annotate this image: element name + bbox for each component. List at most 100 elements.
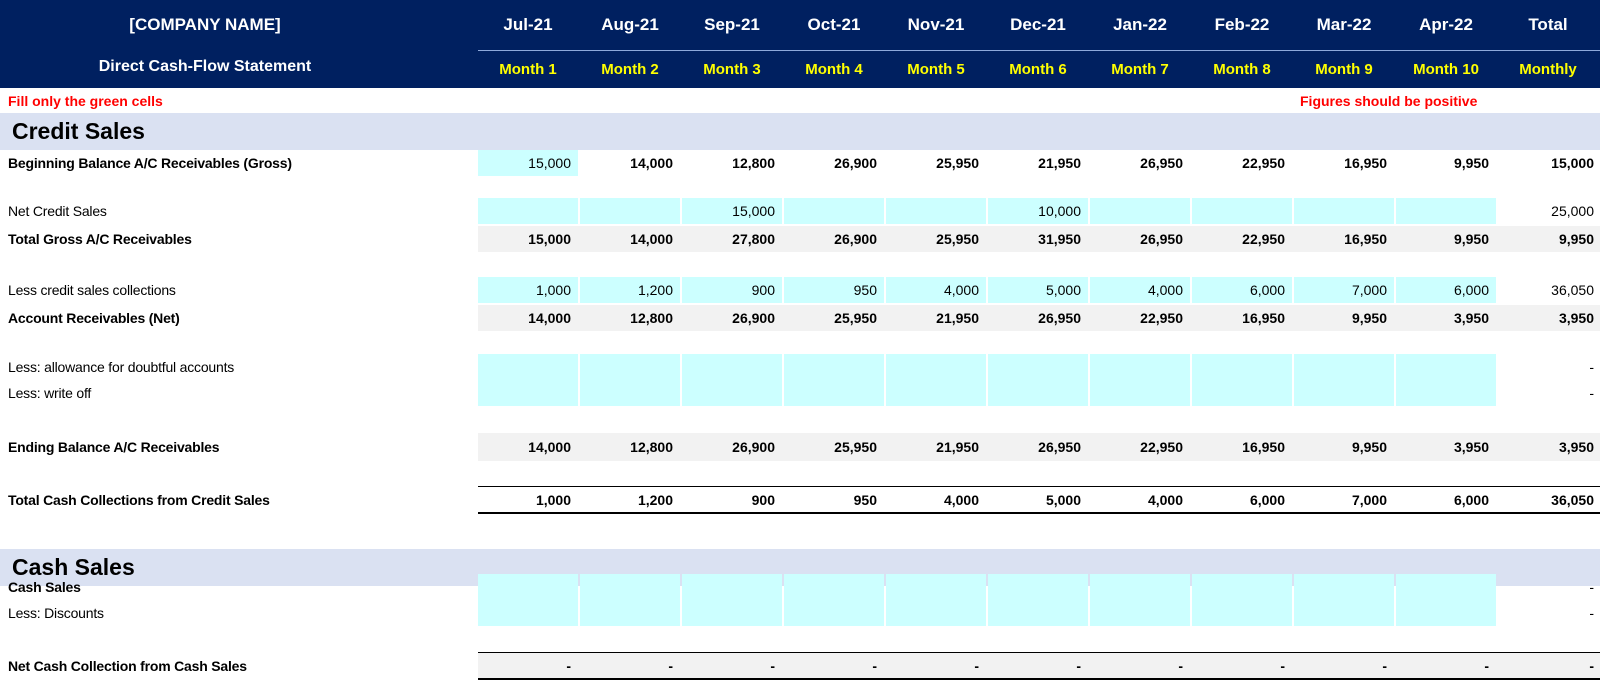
input-cell[interactable]: [1090, 354, 1190, 380]
input-cell[interactable]: [886, 600, 986, 626]
total-cell: 9,950: [1558, 231, 1594, 247]
total-cell: -: [1589, 605, 1594, 621]
value-cell: 21,950: [936, 310, 979, 326]
input-cell[interactable]: 1,200: [580, 277, 680, 303]
input-cell[interactable]: [682, 574, 782, 600]
month-number-label: Month 9: [1315, 60, 1373, 78]
value-cell: 9,950: [1453, 231, 1489, 247]
value-cell: 26,950: [1038, 439, 1081, 455]
value-cell: 16,950: [1242, 310, 1285, 326]
input-cell[interactable]: [1396, 600, 1496, 626]
input-cell[interactable]: [1192, 354, 1292, 380]
input-cell[interactable]: [1192, 380, 1292, 406]
input-cell[interactable]: 15,000: [478, 150, 578, 176]
input-cell[interactable]: [1294, 380, 1394, 406]
cash-sales-title: Cash Sales: [12, 554, 135, 580]
input-cell[interactable]: [784, 198, 884, 224]
input-cell[interactable]: [580, 380, 680, 406]
input-cell[interactable]: [784, 354, 884, 380]
value-cell: 16,950: [1344, 155, 1387, 171]
input-cell[interactable]: 4,000: [886, 277, 986, 303]
input-cell[interactable]: [988, 354, 1088, 380]
input-cell[interactable]: [988, 574, 1088, 600]
positive-note: Figures should be positive: [1300, 93, 1478, 109]
input-cell[interactable]: [1396, 380, 1496, 406]
input-cell[interactable]: [1090, 600, 1190, 626]
input-cell[interactable]: 7,000: [1294, 277, 1394, 303]
input-cell[interactable]: [784, 600, 884, 626]
value-cell: 6,000: [1453, 492, 1489, 508]
input-cell[interactable]: [886, 354, 986, 380]
input-cell[interactable]: [478, 380, 578, 406]
input-cell[interactable]: [1192, 574, 1292, 600]
input-cell[interactable]: [1396, 574, 1496, 600]
input-cell[interactable]: 15,000: [682, 198, 782, 224]
credit-sales-band: [0, 113, 1600, 150]
input-cell[interactable]: 6,000: [1192, 277, 1292, 303]
company-name: [COMPANY NAME]: [129, 15, 281, 34]
input-cell[interactable]: [580, 600, 680, 626]
input-cell[interactable]: [1294, 600, 1394, 626]
month-header: Aug-21: [601, 15, 659, 34]
value-cell: 26,900: [732, 439, 775, 455]
input-cell[interactable]: [1294, 574, 1394, 600]
input-cell[interactable]: [580, 354, 680, 380]
value-cell: 15,000: [528, 231, 571, 247]
value-cell: 9,950: [1351, 439, 1387, 455]
input-cell[interactable]: [1090, 574, 1190, 600]
total-cell: 3,950: [1558, 310, 1594, 326]
input-cell[interactable]: 10,000: [988, 198, 1088, 224]
input-cell[interactable]: [1294, 198, 1394, 224]
value-cell: 3,950: [1453, 439, 1489, 455]
input-cell[interactable]: [1294, 354, 1394, 380]
input-cell[interactable]: [580, 574, 680, 600]
input-cell[interactable]: 4,000: [1090, 277, 1190, 303]
value-cell: 26,950: [1140, 155, 1183, 171]
input-cell[interactable]: [886, 198, 986, 224]
input-cell[interactable]: [1090, 198, 1190, 224]
value-cell: 14,000: [528, 439, 571, 455]
input-cell[interactable]: [886, 574, 986, 600]
value-cell: 9,950: [1351, 310, 1387, 326]
input-cell[interactable]: 950: [784, 277, 884, 303]
input-cell[interactable]: [682, 380, 782, 406]
input-cell[interactable]: [478, 574, 578, 600]
value-cell: -: [974, 658, 979, 674]
input-cell[interactable]: [1396, 198, 1496, 224]
input-cell[interactable]: [478, 198, 578, 224]
input-cell[interactable]: [580, 198, 680, 224]
value-cell: 16,950: [1344, 231, 1387, 247]
input-cell[interactable]: [784, 574, 884, 600]
input-cell[interactable]: [478, 600, 578, 626]
input-cell[interactable]: [988, 600, 1088, 626]
top-rule: [478, 486, 1600, 487]
total-cell: 36,050: [1551, 492, 1594, 508]
input-cell[interactable]: [1192, 600, 1292, 626]
row-label: Less: write off: [8, 385, 92, 401]
value-cell: 12,800: [630, 439, 673, 455]
month-header: Nov-21: [907, 15, 965, 34]
input-cell[interactable]: [1090, 380, 1190, 406]
value-cell: 3,950: [1453, 310, 1489, 326]
input-cell[interactable]: [682, 354, 782, 380]
input-cell[interactable]: [886, 380, 986, 406]
row-label: Total Cash Collections from Credit Sales: [8, 492, 270, 508]
row-shading: [478, 226, 1600, 252]
input-cell[interactable]: [1192, 198, 1292, 224]
input-cell[interactable]: 1,000: [478, 277, 578, 303]
input-cell[interactable]: 900: [682, 277, 782, 303]
statement-title: Direct Cash-Flow Statement: [98, 58, 312, 75]
input-cell[interactable]: [478, 354, 578, 380]
month-number-label: Month 3: [703, 60, 761, 78]
bottom-rule: [478, 678, 1600, 680]
input-cell[interactable]: [988, 380, 1088, 406]
row-label: Less: Discounts: [8, 605, 104, 621]
input-cell[interactable]: 5,000: [988, 277, 1088, 303]
total-cell: 25,000: [1551, 203, 1594, 219]
input-cell[interactable]: [682, 600, 782, 626]
value-cell: 12,800: [630, 310, 673, 326]
input-cell[interactable]: [784, 380, 884, 406]
input-cell[interactable]: 6,000: [1396, 277, 1496, 303]
value-cell: -: [1484, 658, 1489, 674]
input-cell[interactable]: [1396, 354, 1496, 380]
